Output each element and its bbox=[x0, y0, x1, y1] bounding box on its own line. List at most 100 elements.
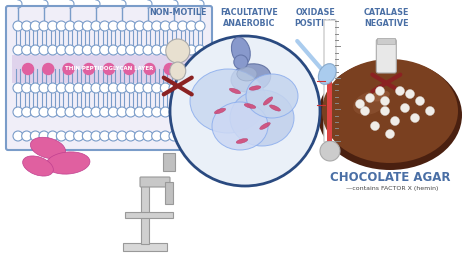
Circle shape bbox=[143, 45, 153, 55]
Bar bbox=[125, 212, 173, 218]
Circle shape bbox=[195, 83, 205, 93]
Circle shape bbox=[126, 83, 136, 93]
Circle shape bbox=[160, 107, 170, 117]
Circle shape bbox=[169, 107, 179, 117]
Circle shape bbox=[164, 64, 175, 74]
Circle shape bbox=[117, 131, 127, 141]
Bar bbox=[123, 243, 167, 251]
Circle shape bbox=[416, 97, 425, 106]
Circle shape bbox=[410, 114, 419, 123]
Ellipse shape bbox=[263, 97, 273, 105]
Circle shape bbox=[22, 21, 32, 31]
Circle shape bbox=[169, 131, 179, 141]
Circle shape bbox=[22, 45, 32, 55]
Ellipse shape bbox=[170, 62, 186, 80]
Ellipse shape bbox=[190, 69, 266, 133]
Circle shape bbox=[184, 64, 195, 74]
Circle shape bbox=[39, 45, 49, 55]
Text: FACULTATIVE
ANAEROBIC: FACULTATIVE ANAEROBIC bbox=[220, 8, 278, 28]
Circle shape bbox=[91, 131, 101, 141]
Circle shape bbox=[160, 83, 170, 93]
Circle shape bbox=[320, 141, 340, 161]
Circle shape bbox=[22, 64, 34, 74]
Circle shape bbox=[143, 21, 153, 31]
Ellipse shape bbox=[260, 123, 270, 130]
Circle shape bbox=[56, 83, 66, 93]
Circle shape bbox=[43, 64, 54, 74]
Circle shape bbox=[56, 45, 66, 55]
Circle shape bbox=[82, 21, 92, 31]
Circle shape bbox=[134, 21, 145, 31]
Circle shape bbox=[82, 131, 92, 141]
Circle shape bbox=[152, 107, 162, 117]
Circle shape bbox=[65, 131, 75, 141]
Text: CATALASE
NEGATIVE: CATALASE NEGATIVE bbox=[364, 8, 409, 28]
Text: CHOCOLATE AGAR: CHOCOLATE AGAR bbox=[330, 171, 450, 184]
Bar bbox=[141, 184, 149, 244]
Circle shape bbox=[186, 45, 196, 55]
Circle shape bbox=[100, 45, 109, 55]
Circle shape bbox=[385, 130, 394, 139]
Circle shape bbox=[30, 21, 40, 31]
Ellipse shape bbox=[270, 105, 281, 111]
Text: OXIDASE
POSITIVE: OXIDASE POSITIVE bbox=[294, 8, 336, 28]
Circle shape bbox=[100, 107, 109, 117]
Circle shape bbox=[65, 45, 75, 55]
Circle shape bbox=[126, 45, 136, 55]
Circle shape bbox=[39, 107, 49, 117]
Circle shape bbox=[56, 21, 66, 31]
Circle shape bbox=[13, 21, 23, 31]
Circle shape bbox=[117, 107, 127, 117]
Circle shape bbox=[100, 21, 109, 31]
Circle shape bbox=[395, 86, 404, 95]
Circle shape bbox=[103, 64, 115, 74]
Circle shape bbox=[39, 21, 49, 31]
Circle shape bbox=[186, 131, 196, 141]
Circle shape bbox=[30, 45, 40, 55]
Circle shape bbox=[63, 64, 74, 74]
Circle shape bbox=[160, 131, 170, 141]
Circle shape bbox=[48, 21, 58, 31]
Circle shape bbox=[30, 131, 40, 141]
Ellipse shape bbox=[30, 137, 65, 159]
Circle shape bbox=[152, 83, 162, 93]
Ellipse shape bbox=[237, 67, 257, 81]
Circle shape bbox=[401, 103, 410, 113]
Circle shape bbox=[426, 106, 435, 115]
Circle shape bbox=[143, 107, 153, 117]
Circle shape bbox=[22, 107, 32, 117]
Circle shape bbox=[48, 131, 58, 141]
Circle shape bbox=[134, 45, 145, 55]
Circle shape bbox=[91, 21, 101, 31]
Circle shape bbox=[109, 131, 118, 141]
Circle shape bbox=[82, 107, 92, 117]
Circle shape bbox=[186, 83, 196, 93]
Circle shape bbox=[48, 107, 58, 117]
Circle shape bbox=[391, 117, 400, 126]
Circle shape bbox=[144, 64, 155, 74]
Circle shape bbox=[195, 131, 205, 141]
Circle shape bbox=[48, 83, 58, 93]
Circle shape bbox=[186, 21, 196, 31]
Circle shape bbox=[13, 131, 23, 141]
Circle shape bbox=[73, 107, 84, 117]
Circle shape bbox=[170, 36, 320, 186]
Circle shape bbox=[169, 83, 179, 93]
Circle shape bbox=[83, 64, 94, 74]
Circle shape bbox=[126, 21, 136, 31]
Circle shape bbox=[39, 83, 49, 93]
Circle shape bbox=[152, 131, 162, 141]
Circle shape bbox=[48, 45, 58, 55]
Circle shape bbox=[178, 45, 188, 55]
Circle shape bbox=[30, 107, 40, 117]
Circle shape bbox=[126, 131, 136, 141]
Circle shape bbox=[117, 21, 127, 31]
Circle shape bbox=[152, 21, 162, 31]
Circle shape bbox=[109, 83, 118, 93]
Text: NON-MOTILE: NON-MOTILE bbox=[149, 8, 207, 17]
Bar bbox=[12, 55, 206, 83]
Ellipse shape bbox=[244, 103, 256, 109]
Circle shape bbox=[91, 107, 101, 117]
Circle shape bbox=[117, 45, 127, 55]
Text: 33 °C: 33 °C bbox=[294, 102, 315, 108]
